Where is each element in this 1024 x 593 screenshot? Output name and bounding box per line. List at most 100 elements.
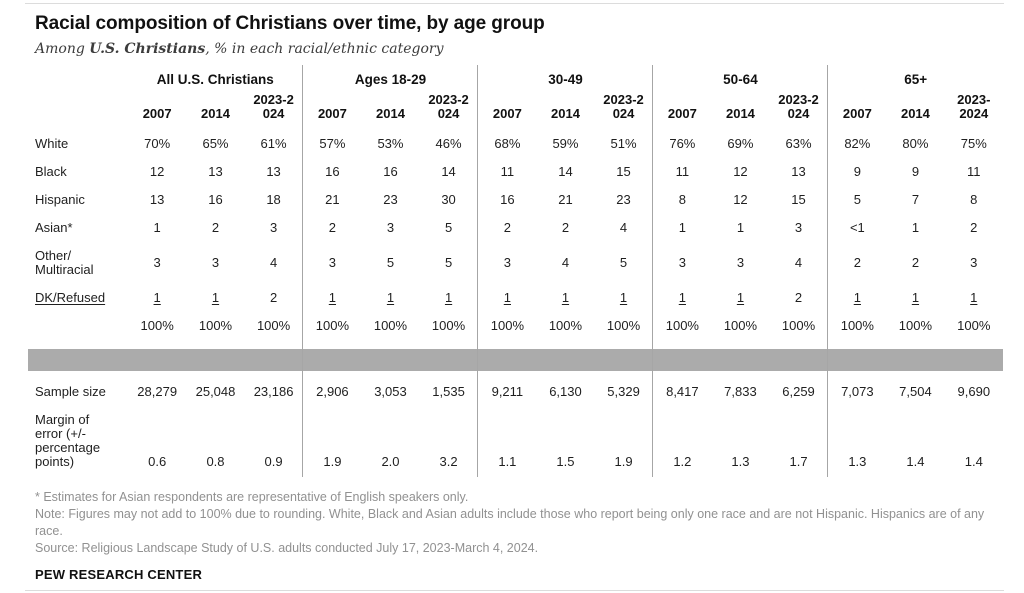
value-cell: 100% — [198, 318, 233, 333]
value-cell: 11 — [500, 164, 515, 179]
value-cell: 12 — [149, 164, 165, 179]
value-cell: 100% — [769, 312, 829, 349]
group-header-all: All U.S. Christians — [128, 65, 304, 89]
subtitle-prefix: Among — [35, 41, 90, 57]
footnote-asterisk: * Estimates for Asian respondents are re… — [35, 490, 469, 504]
value-cell: 70% — [144, 136, 171, 151]
group-header-18-29: Ages 18-29 — [302, 65, 479, 89]
value-cell: 100% — [140, 318, 174, 333]
band-cell — [652, 349, 712, 371]
value-cell: 16 — [383, 164, 398, 179]
value-cell: 13 — [244, 158, 304, 186]
value-cell: 4 — [244, 242, 304, 284]
year-header: 2023-2 024 — [419, 89, 479, 130]
value-cell: 2 — [911, 255, 920, 270]
row-label: Other/ Multiracial — [35, 248, 94, 277]
value-cell: 100% — [898, 318, 933, 333]
year-header: 2014 — [376, 106, 405, 121]
value-cell: 9 — [911, 164, 920, 179]
table-row-total: 100% 100% 100% 100% 100% 100% 100% 100% 100% 100%… — [28, 312, 1003, 349]
footnote-note: Note: Figures may not add to 100% due to… — [35, 507, 985, 538]
pew-research-center-wordmark: PEW RESEARCH CENTER — [35, 567, 203, 582]
value-cell: 15 — [769, 186, 829, 214]
value-cell: 1.9 — [594, 406, 654, 477]
value-cell: 2 — [561, 220, 570, 235]
value-cell: 80% — [902, 136, 929, 151]
value-cell: 4 — [594, 214, 654, 242]
value-cell: 5,329 — [594, 371, 654, 406]
value-cell: 3 — [769, 214, 829, 242]
value-cell: 3,053 — [374, 384, 407, 399]
value-cell: 21 — [558, 192, 573, 207]
value-cell: 25,048 — [195, 384, 236, 399]
value-cell: 5 — [853, 192, 861, 207]
value-cell: 9,690 — [957, 384, 991, 399]
value-cell: 21 — [325, 192, 340, 207]
band-cell — [536, 349, 595, 371]
value-cell: 100% — [419, 312, 479, 349]
value-cell: 100% — [665, 318, 699, 333]
value-cell: 100% — [840, 318, 874, 333]
value-cell: 100% — [490, 318, 524, 333]
value-cell: 100% — [957, 318, 991, 333]
row-label: Asian* — [35, 220, 73, 235]
row-label: White — [35, 136, 69, 151]
table-row-other: Other/ Multiracial 3 3 4 3 5 5 3 4 5 3 3 4 2 2 3 — [28, 242, 1003, 284]
value-cell: 1 — [419, 284, 479, 312]
value-cell: 1 — [328, 290, 337, 305]
value-cell: 1.5 — [556, 454, 575, 469]
value-cell: 1 — [678, 220, 686, 235]
value-cell: 1 — [153, 220, 161, 235]
value-cell: 23,186 — [244, 371, 304, 406]
value-cell: 0.8 — [206, 454, 225, 469]
value-cell: 3 — [678, 255, 686, 270]
value-cell: 16 — [208, 192, 223, 207]
value-cell: 1 — [911, 220, 920, 235]
value-cell: 1 — [736, 290, 745, 305]
value-cell: 75% — [960, 136, 987, 151]
value-cell: 5 — [419, 214, 479, 242]
value-cell: 6,130 — [549, 384, 582, 399]
band-cell — [711, 349, 770, 371]
value-cell: 61% — [244, 130, 304, 158]
value-cell: 23 — [594, 186, 654, 214]
table-row-asian*: Asian* 1 2 3 2 3 5 2 2 4 1 1 3 <1 1 2 — [28, 214, 1003, 242]
value-cell: 2 — [970, 220, 978, 235]
year-header: 2014 — [725, 106, 755, 121]
row-label: Sample size — [35, 384, 106, 399]
value-cell: 9 — [853, 164, 861, 179]
row-label: DK/Refused — [35, 290, 106, 305]
value-cell: 11 — [675, 164, 690, 179]
value-cell: 2,906 — [316, 384, 349, 399]
table-row-dk: DK/Refused 1 1 2 1 1 1 1 1 1 1 1 2 1 1 1 — [28, 284, 1003, 312]
band-cell — [944, 349, 1003, 371]
value-cell: 1 — [853, 290, 861, 305]
year-header: 2014 — [900, 106, 930, 121]
band-cell — [594, 349, 654, 371]
year-header: 2014 — [551, 106, 580, 121]
group-header-65plus: 65+ — [904, 72, 928, 87]
table-row-sample: Sample size 28,279 25,048 23,186 2,906 3,053 1… — [28, 371, 1003, 406]
subtitle-suffix: , % in each racial/ethnic category — [205, 41, 444, 57]
value-cell: 23 — [383, 192, 398, 207]
bottom-divider-line — [25, 590, 1004, 591]
value-cell: 11 — [967, 164, 981, 179]
value-cell: 1 — [594, 284, 654, 312]
chart-card: Racial composition of Christians over ti… — [0, 13, 1024, 582]
value-cell: 3 — [970, 255, 978, 270]
chart-subtitle: Among U.S. Christians, % in each racial/… — [35, 41, 1004, 57]
value-cell: 30 — [419, 186, 479, 214]
value-cell: 2 — [853, 255, 861, 270]
value-cell: 46% — [419, 130, 479, 158]
value-cell: 100% — [723, 318, 758, 333]
corner-cell — [28, 65, 128, 89]
value-cell: 8,417 — [666, 384, 699, 399]
value-cell: 5 — [594, 242, 654, 284]
table-row-black: Black 12 13 13 16 16 14 11 14 15 11 12 13 9 9 11 — [28, 158, 1003, 186]
table-row-margin: Margin of error (+/- percentage points) 0… — [28, 406, 1003, 477]
subtitle-bold-phrase: U.S. Christians — [89, 41, 206, 57]
value-cell: 28,279 — [137, 384, 178, 399]
year-header: 2023-2 024 — [244, 89, 304, 130]
value-cell: 1 — [561, 290, 570, 305]
value-cell: 1.4 — [964, 454, 983, 469]
